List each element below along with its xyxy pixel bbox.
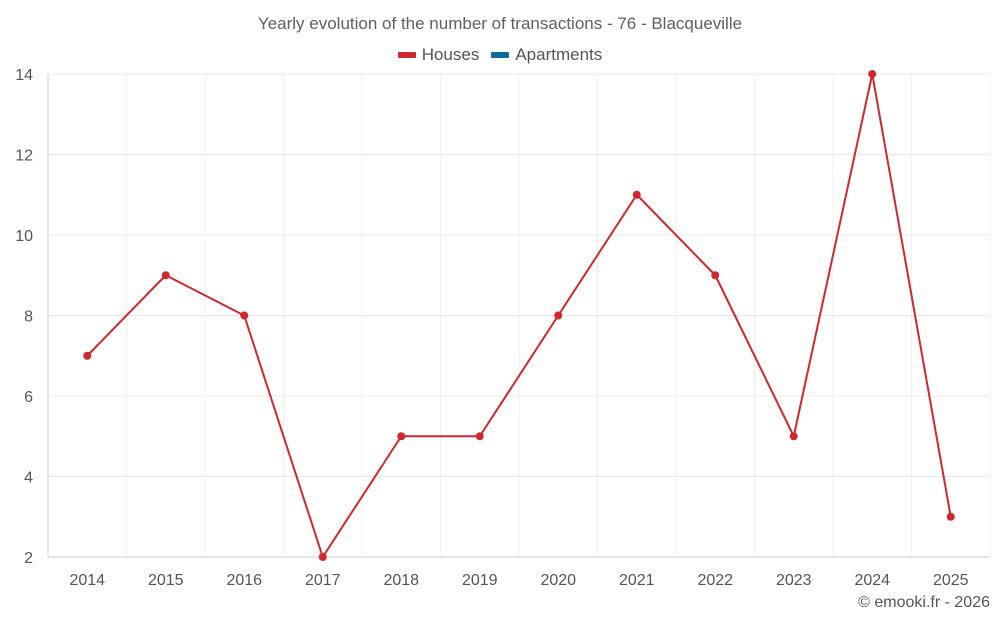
x-tick-label: 2025	[933, 572, 969, 589]
data-point	[946, 512, 955, 521]
data-point	[711, 271, 720, 280]
y-tick-label: 12	[15, 148, 33, 165]
data-point	[83, 351, 92, 360]
data-point	[632, 190, 641, 199]
chart-legend: Houses Apartments	[0, 45, 1000, 65]
y-tick-label: 8	[24, 309, 33, 326]
x-tick-label: 2016	[226, 572, 262, 589]
x-tick-label: 2020	[540, 572, 576, 589]
data-point	[318, 553, 327, 561]
data-point	[475, 432, 484, 441]
y-tick-label: 2	[24, 550, 33, 567]
x-tick-label: 2023	[776, 572, 812, 589]
y-tick-label: 4	[24, 470, 33, 487]
x-tick-label: 2018	[383, 572, 419, 589]
x-tick-label: 2021	[619, 572, 655, 589]
y-tick-label: 10	[15, 228, 33, 245]
data-point	[868, 70, 877, 78]
legend-swatch-apartments	[491, 52, 510, 58]
x-tick-label: 2014	[69, 572, 105, 589]
x-tick-label: 2024	[854, 572, 890, 589]
legend-item-houses[interactable]: Houses	[397, 45, 480, 65]
data-point	[161, 271, 170, 280]
legend-swatch-houses	[397, 52, 416, 58]
x-tick-label: 2022	[697, 572, 733, 589]
y-tick-label: 14	[15, 67, 33, 84]
x-tick-label: 2017	[305, 572, 341, 589]
legend-label-houses: Houses	[421, 45, 480, 64]
data-point	[240, 311, 249, 320]
data-point	[554, 311, 563, 320]
legend-item-apartments[interactable]: Apartments	[491, 45, 602, 65]
x-tick-label: 2019	[462, 572, 498, 589]
y-tick-label: 6	[24, 389, 33, 406]
data-point	[789, 432, 798, 441]
chart-title: Yearly evolution of the number of transa…	[257, 14, 743, 33]
series-line-houses	[86, 73, 952, 558]
legend-label-apartments: Apartments	[515, 45, 603, 64]
x-tick-label: 2015	[148, 572, 184, 589]
data-point	[397, 432, 406, 441]
credit-text: © emooki.fr - 2026	[858, 594, 990, 611]
